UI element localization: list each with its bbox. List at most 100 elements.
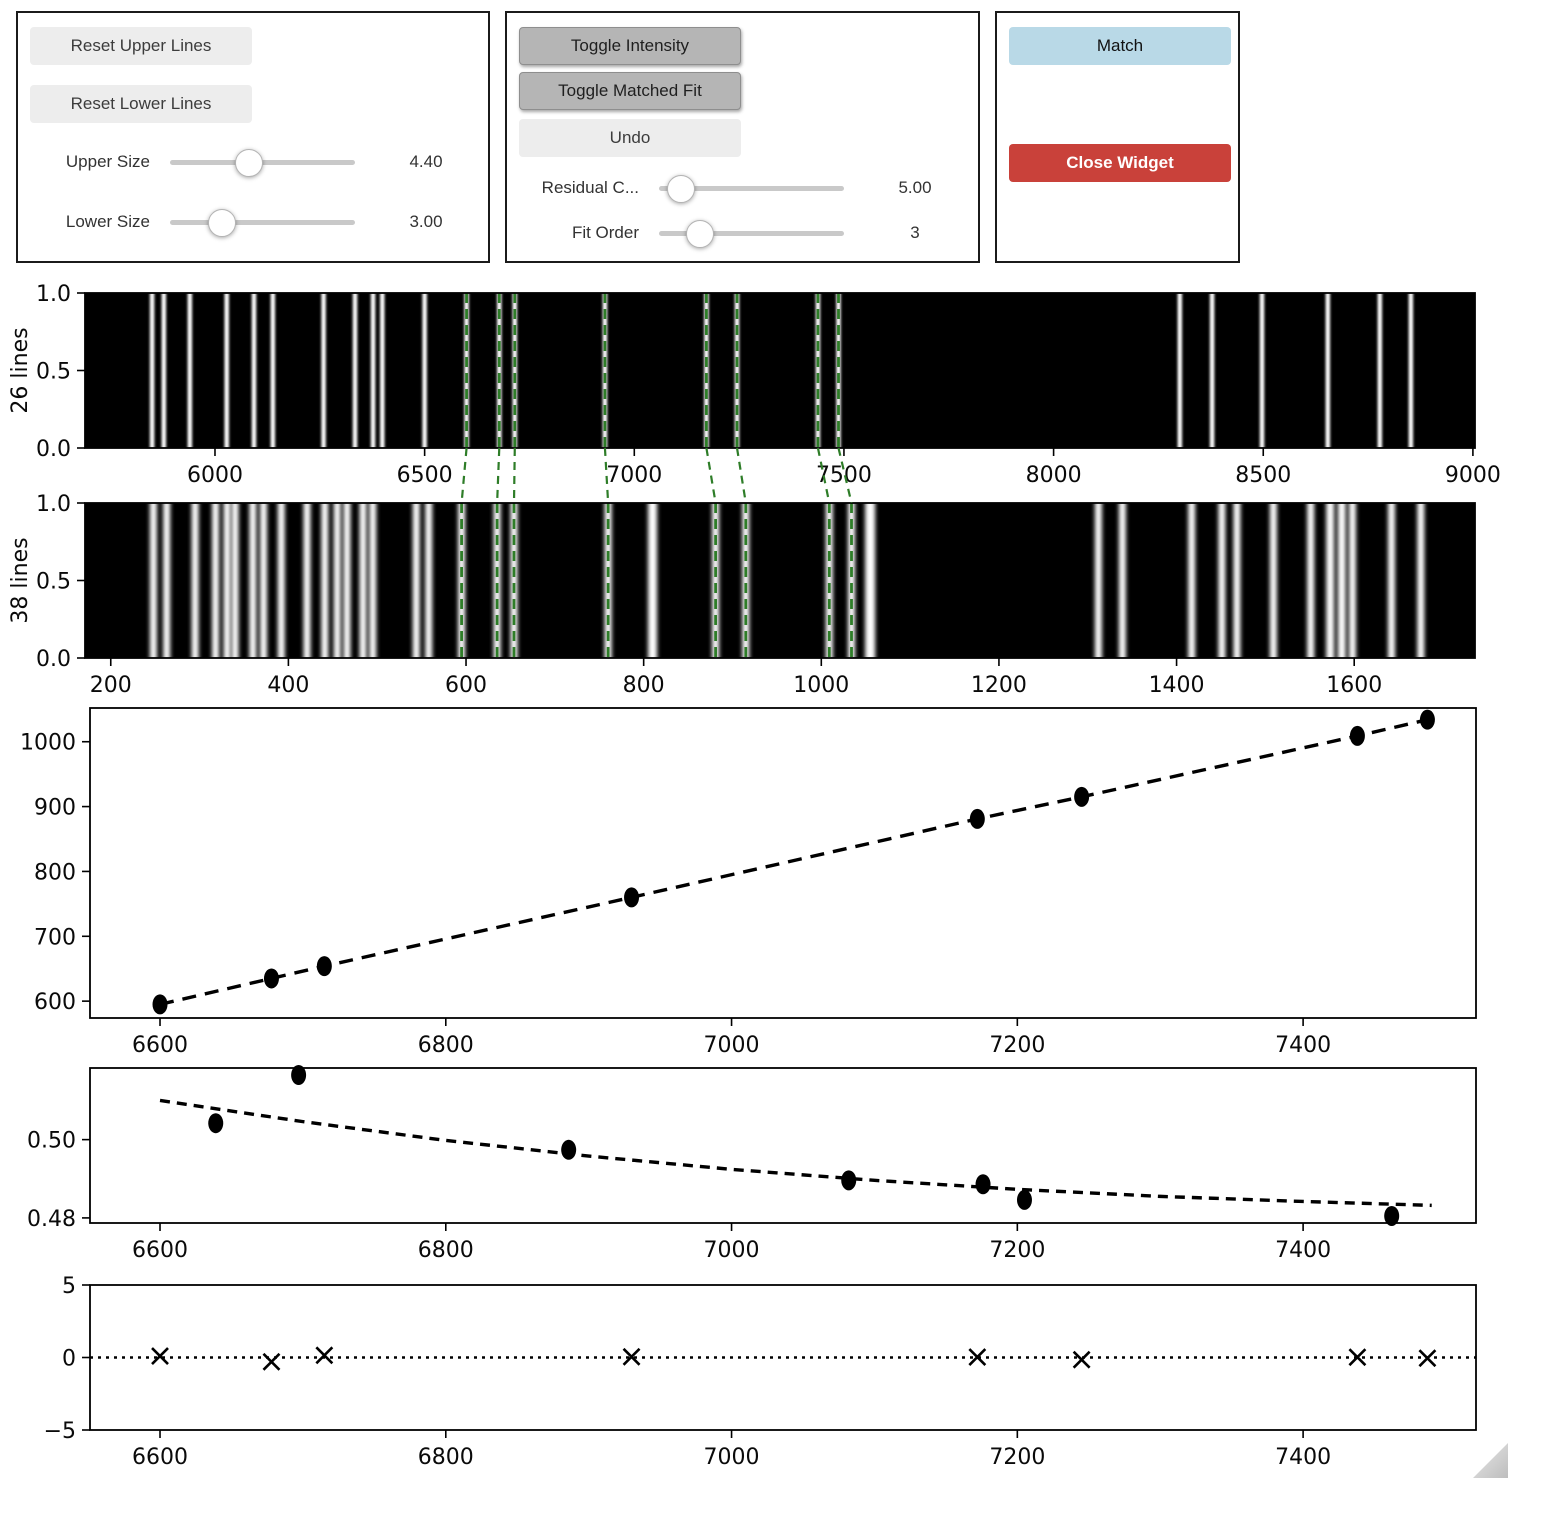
data-point[interactable] bbox=[291, 1065, 307, 1086]
close-widget-button[interactable]: Close Widget bbox=[1009, 144, 1231, 182]
spectral-line[interactable] bbox=[836, 293, 841, 448]
spectral-line[interactable] bbox=[497, 293, 502, 448]
spectral-line[interactable] bbox=[1377, 293, 1383, 448]
toggle-matched-fit-button[interactable]: Toggle Matched Fit bbox=[519, 72, 741, 110]
residual-point[interactable] bbox=[262, 1352, 281, 1371]
data-point[interactable] bbox=[969, 808, 985, 829]
spectral-line[interactable] bbox=[359, 503, 367, 658]
data-point[interactable] bbox=[152, 994, 168, 1015]
spectral-line[interactable] bbox=[249, 503, 257, 658]
spectral-line[interactable] bbox=[1094, 503, 1102, 658]
spectral-line[interactable] bbox=[865, 503, 876, 658]
residual-point[interactable] bbox=[968, 1348, 987, 1366]
resize-grip[interactable] bbox=[1473, 1443, 1508, 1478]
spectral-line[interactable] bbox=[1233, 503, 1241, 658]
spectral-line[interactable] bbox=[161, 293, 167, 448]
reset-upper-lines-button[interactable]: Reset Upper Lines bbox=[30, 27, 252, 65]
spectral-line[interactable] bbox=[1417, 503, 1425, 658]
spectral-line[interactable] bbox=[303, 503, 311, 658]
spectral-line[interactable] bbox=[251, 293, 257, 448]
data-point[interactable] bbox=[1074, 786, 1090, 807]
spectral-line[interactable] bbox=[604, 503, 612, 658]
spectral-line[interactable] bbox=[1218, 503, 1226, 658]
spectral-line[interactable] bbox=[742, 503, 750, 658]
data-point[interactable] bbox=[975, 1174, 991, 1195]
spectral-line[interactable] bbox=[712, 503, 720, 658]
spectral-line[interactable] bbox=[277, 503, 285, 658]
spectral-line[interactable] bbox=[231, 503, 239, 658]
residual-consistency-slider[interactable] bbox=[659, 174, 844, 203]
fit-order-slider-handle[interactable] bbox=[685, 219, 714, 248]
spectral-line[interactable] bbox=[825, 503, 833, 658]
spectral-line[interactable] bbox=[369, 503, 377, 658]
spectral-line[interactable] bbox=[212, 503, 220, 658]
data-point[interactable] bbox=[208, 1113, 224, 1134]
spectral-line[interactable] bbox=[1408, 293, 1414, 448]
spectral-line[interactable] bbox=[1325, 293, 1331, 448]
spectral-line[interactable] bbox=[734, 293, 740, 448]
residual-point[interactable] bbox=[622, 1347, 641, 1366]
spectral-line[interactable] bbox=[321, 293, 326, 448]
residual-point[interactable] bbox=[1072, 1350, 1091, 1369]
spectral-line[interactable] bbox=[704, 293, 709, 448]
data-point[interactable] bbox=[841, 1170, 857, 1191]
spectral-line[interactable] bbox=[1118, 503, 1126, 658]
spectral-line[interactable] bbox=[648, 503, 658, 658]
spectral-line[interactable] bbox=[458, 503, 466, 658]
spectral-line[interactable] bbox=[1259, 293, 1265, 448]
spectral-line[interactable] bbox=[493, 503, 501, 658]
undo-button[interactable]: Undo bbox=[519, 119, 741, 157]
upper-size-slider[interactable] bbox=[170, 148, 355, 177]
spectral-line[interactable] bbox=[149, 293, 155, 448]
data-point[interactable] bbox=[263, 968, 279, 989]
spectral-line[interactable] bbox=[1307, 503, 1315, 658]
data-point[interactable] bbox=[624, 887, 640, 908]
residual-consistency-slider-handle[interactable] bbox=[667, 174, 696, 203]
spectral-line[interactable] bbox=[512, 293, 518, 448]
spectral-line[interactable] bbox=[223, 503, 231, 658]
spectral-line[interactable] bbox=[1188, 503, 1196, 658]
spectral-line[interactable] bbox=[1348, 503, 1356, 658]
spectral-line[interactable] bbox=[422, 293, 427, 448]
spectral-line[interactable] bbox=[260, 503, 268, 658]
data-point[interactable] bbox=[1016, 1189, 1032, 1210]
spectral-line[interactable] bbox=[1326, 503, 1335, 658]
residual-point[interactable] bbox=[1418, 1349, 1437, 1368]
spectral-line[interactable] bbox=[1388, 503, 1396, 658]
residual-point[interactable] bbox=[315, 1346, 334, 1365]
spectral-line[interactable] bbox=[425, 503, 433, 658]
data-point[interactable] bbox=[1384, 1205, 1400, 1226]
spectral-line[interactable] bbox=[1337, 503, 1346, 658]
spectral-line[interactable] bbox=[412, 503, 420, 658]
spectral-line[interactable] bbox=[343, 503, 351, 658]
spectral-line[interactable] bbox=[1269, 503, 1277, 658]
spectral-line[interactable] bbox=[1177, 293, 1183, 448]
residual-point[interactable] bbox=[151, 1347, 169, 1365]
upper-size-slider-handle[interactable] bbox=[234, 148, 263, 177]
spectral-line[interactable] bbox=[321, 503, 329, 658]
dispersion_plot-canvas[interactable] bbox=[90, 1068, 1476, 1223]
lower_spectrum-canvas[interactable] bbox=[85, 503, 1475, 658]
spectral-line[interactable] bbox=[270, 293, 276, 448]
spectral-line[interactable] bbox=[510, 503, 518, 658]
upper_spectrum-canvas[interactable] bbox=[85, 293, 1475, 448]
spectral-line[interactable] bbox=[163, 503, 171, 658]
lower-size-slider-handle[interactable] bbox=[207, 208, 236, 237]
match-button[interactable]: Match bbox=[1009, 27, 1231, 65]
spectral-line[interactable] bbox=[333, 503, 341, 658]
spectral-line[interactable] bbox=[464, 293, 469, 448]
residual-point[interactable] bbox=[1348, 1348, 1367, 1367]
lower-size-slider[interactable] bbox=[170, 208, 355, 237]
spectral-line[interactable] bbox=[352, 293, 358, 448]
spectral-line[interactable] bbox=[187, 293, 193, 448]
data-point[interactable] bbox=[561, 1139, 577, 1160]
data-point[interactable] bbox=[1349, 725, 1365, 746]
spectral-line[interactable] bbox=[815, 293, 821, 448]
spectral-line[interactable] bbox=[1209, 293, 1215, 448]
spectral-line[interactable] bbox=[380, 293, 385, 448]
spectral-line[interactable] bbox=[149, 503, 157, 658]
spectral-line[interactable] bbox=[602, 293, 608, 448]
fit-order-slider[interactable] bbox=[659, 219, 844, 248]
spectral-line[interactable] bbox=[191, 503, 199, 658]
